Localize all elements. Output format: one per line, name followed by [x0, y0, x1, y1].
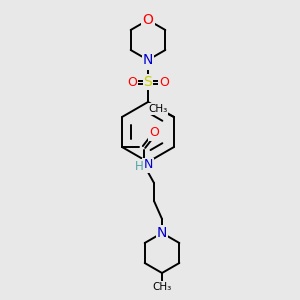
Text: N: N: [143, 158, 153, 172]
Text: O: O: [149, 127, 159, 140]
Text: S: S: [144, 75, 152, 89]
Text: O: O: [159, 76, 169, 88]
Text: N: N: [157, 226, 167, 240]
Text: N: N: [157, 226, 167, 240]
Text: CH₃: CH₃: [152, 282, 172, 292]
Text: N: N: [143, 55, 153, 69]
Text: N: N: [143, 53, 153, 67]
Text: H: H: [135, 160, 143, 172]
Text: CH₃: CH₃: [148, 104, 168, 114]
Text: O: O: [127, 76, 137, 88]
Text: O: O: [142, 13, 153, 27]
